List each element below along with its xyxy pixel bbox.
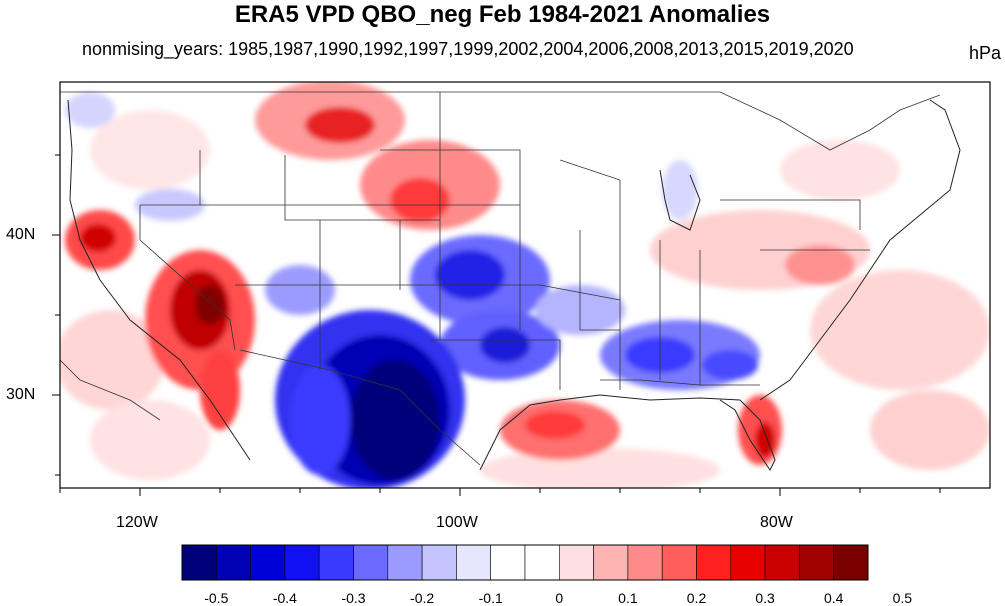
- colorbar-box: [456, 544, 491, 581]
- colorbar-box: [216, 544, 251, 581]
- colorbar-label: -0.1: [478, 590, 503, 606]
- map-title: ERA5 VPD QBO_neg Feb 1984-2021 Anomalies: [234, 1, 771, 28]
- colorbar-box: [490, 544, 526, 581]
- colorbar-box: [627, 544, 663, 581]
- coastlines: [67, 99, 961, 471]
- colorbar-label: 0.4: [823, 590, 844, 606]
- colorbar-boxes: [181, 544, 869, 581]
- colorbar-box: [318, 544, 354, 581]
- colorbar-label: 0.1: [618, 590, 638, 606]
- colorbar-label: 0: [555, 590, 564, 606]
- colorbar-box: [730, 544, 766, 581]
- state-borders: [60, 91, 941, 466]
- lat-label-40n: 40N: [6, 226, 36, 243]
- lon-label-100w: 100W: [436, 514, 478, 531]
- colorbar-box: [661, 544, 697, 581]
- colorbar-label: -0.4: [272, 590, 297, 606]
- colorbar-label: 0.5: [892, 590, 913, 606]
- colorbar-label: -0.3: [341, 590, 366, 606]
- colorbar-box: [593, 544, 629, 581]
- colorbar-label: 0.3: [755, 590, 775, 606]
- colorbar-box: [181, 544, 217, 581]
- colorbar-label: -0.5: [204, 590, 229, 606]
- colorbar-box: [833, 544, 869, 581]
- colorbar-box: [387, 544, 423, 581]
- colorbar-box: [284, 544, 320, 581]
- map-frame: [59, 81, 991, 489]
- colorbar-box: [799, 544, 835, 581]
- colorbar-box: [421, 544, 457, 581]
- colorbar-box: [764, 544, 800, 581]
- colorbar-box: [558, 544, 594, 581]
- map-subtitle: nonmising_years: 1985,1987,1990,1992,199…: [82, 39, 854, 59]
- colorbar-label: -0.2: [410, 590, 435, 606]
- lon-label-80w: 80W: [760, 514, 793, 531]
- lat-label-30n: 30N: [6, 386, 36, 403]
- colorbar-box: [696, 544, 732, 581]
- colorbar-box: [524, 544, 560, 581]
- lon-label-120w: 120W: [116, 514, 158, 531]
- colorbar-label: 0.2: [686, 590, 707, 606]
- colorbar-box: [250, 544, 286, 581]
- anomaly-field: [60, 82, 990, 488]
- axis-ticks: [52, 154, 941, 496]
- colorbar-box: [353, 544, 389, 581]
- colorbar-frame: [181, 544, 869, 581]
- units-label: hPa: [968, 43, 1001, 63]
